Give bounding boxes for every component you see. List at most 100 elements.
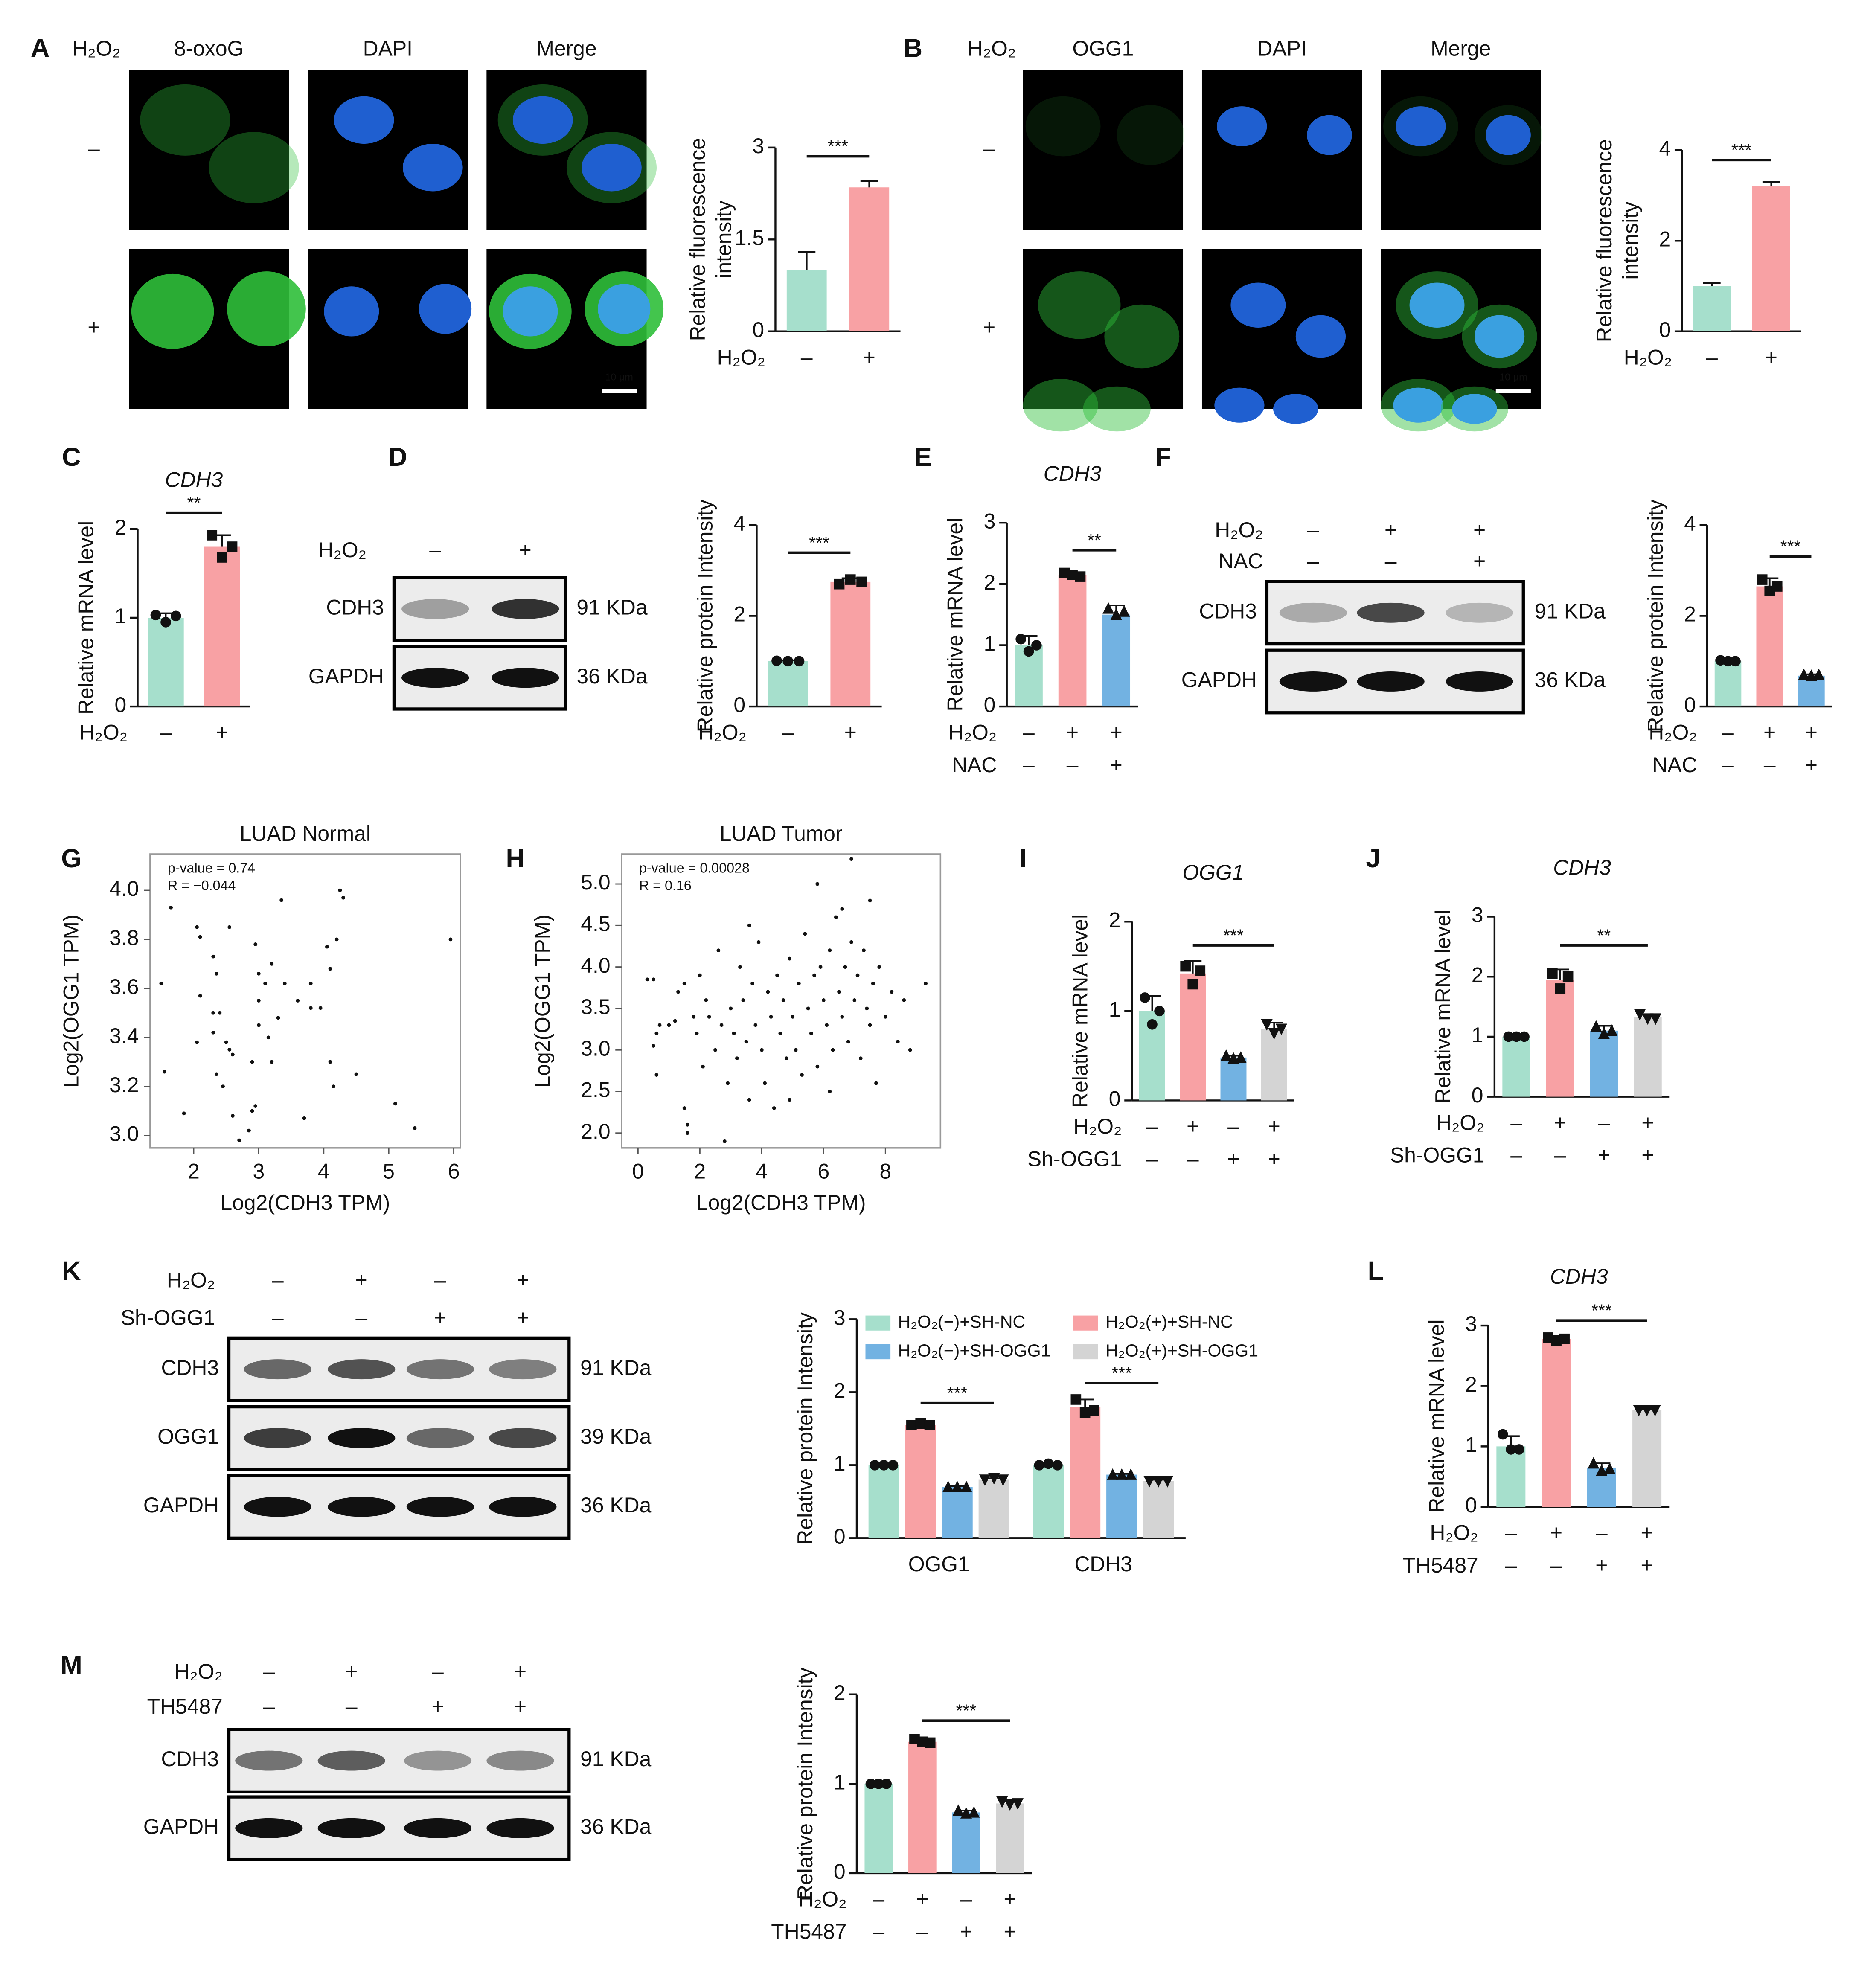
- data-point: [735, 1056, 739, 1061]
- condition-sign: –: [1307, 518, 1319, 542]
- data-point: [218, 1011, 222, 1015]
- data-point: [1511, 1031, 1522, 1042]
- nucleus: [402, 144, 463, 192]
- blot-band: [317, 1750, 385, 1771]
- data-point: [870, 1460, 880, 1471]
- condition-sign: +: [434, 1306, 446, 1330]
- data-point: [354, 1072, 358, 1076]
- x-tick-label: CDH3: [1074, 1552, 1132, 1576]
- data-point: [763, 1081, 767, 1085]
- significance-label: ***: [1731, 140, 1752, 160]
- data-point: [1031, 640, 1042, 651]
- protein-label: OGG1: [157, 1424, 219, 1448]
- data-point: [1642, 1013, 1654, 1025]
- condition-label: –: [983, 137, 995, 160]
- data-point: [951, 1480, 963, 1492]
- condition-sign: +: [1268, 1114, 1280, 1138]
- condition-sign: +: [916, 1887, 928, 1911]
- y-tick-label: 3.2: [109, 1073, 139, 1097]
- nucleus: [1273, 394, 1318, 424]
- significance-label: ***: [947, 1383, 968, 1403]
- condition-sign: –: [1596, 1521, 1608, 1545]
- data-point: [1152, 1476, 1164, 1488]
- y-tick-label: 2: [733, 602, 745, 626]
- nucleus: [598, 284, 651, 334]
- data-point: [338, 888, 342, 892]
- significance-label: ***: [1111, 1363, 1132, 1383]
- condition-sign: +: [517, 1306, 529, 1330]
- data-point: [1075, 571, 1086, 582]
- data-point: [806, 1006, 810, 1011]
- error-bar: [798, 251, 816, 270]
- y-tick-label: 4.0: [581, 953, 610, 977]
- data-point: [1559, 1333, 1570, 1344]
- data-point: [908, 1048, 912, 1052]
- data-point: [231, 1052, 235, 1057]
- protein-label: GAPDH: [143, 1815, 219, 1839]
- condition-sign: +: [1554, 1110, 1566, 1134]
- green-signal: [1083, 386, 1151, 432]
- data-point: [775, 973, 779, 977]
- condition-sign: +: [355, 1268, 368, 1292]
- panel-letter: J: [1366, 844, 1380, 873]
- x-axis-label: Log2(CDH3 TPM): [220, 1191, 390, 1215]
- data-point: [211, 1030, 215, 1035]
- micrograph-panel: H₂O₂ 8-oxoG DAPI Merge – +10 μm: [72, 36, 664, 409]
- data-point: [1012, 1798, 1024, 1810]
- bar: [204, 546, 240, 707]
- data-point: [1598, 1027, 1610, 1039]
- data-point: [788, 956, 791, 961]
- condition-name: H₂O₂: [167, 1268, 215, 1292]
- chart: LUAD Tumor 0 2 4 6 8 2.0 2.5 3.0 3.5 4.0 4.5 5.0 Log2…: [530, 822, 942, 1215]
- data-point: [256, 999, 261, 1003]
- bar: [1102, 614, 1131, 707]
- panel-letter: L: [1368, 1256, 1384, 1286]
- size-label: 36 KDa: [576, 664, 647, 688]
- data-point: [871, 982, 875, 985]
- data-point: [279, 898, 284, 902]
- data-point: [198, 994, 202, 998]
- data-point: [657, 1023, 662, 1027]
- condition-name: H₂O₂: [1649, 721, 1697, 744]
- legend-swatch: [1073, 1344, 1098, 1360]
- data-point: [778, 1031, 782, 1035]
- data-point: [1180, 961, 1191, 972]
- legend-swatch: [1073, 1315, 1098, 1331]
- data-point: [877, 965, 881, 969]
- blot-band: [1446, 671, 1513, 692]
- data-point: [393, 1102, 397, 1106]
- data-point: [1195, 965, 1206, 976]
- chart: 0 1.5 3 Relative fluorescence intensity H₂O₂ –…: [686, 134, 901, 369]
- condition-sign: –: [434, 1268, 446, 1292]
- data-point: [815, 882, 820, 886]
- data-point: [296, 999, 300, 1003]
- condition-sign: –: [1146, 1147, 1158, 1171]
- data-point: [1261, 1019, 1273, 1031]
- legend-swatch: [865, 1315, 891, 1331]
- data-point: [744, 1040, 748, 1044]
- channel-label: DAPI: [1257, 36, 1306, 60]
- data-point: [159, 981, 163, 985]
- data-point: [809, 1031, 813, 1035]
- significance-label: ***: [1591, 1301, 1612, 1320]
- annotation: p-value = 0.00028: [639, 860, 750, 876]
- data-point: [979, 1474, 991, 1486]
- bar: [1752, 186, 1790, 331]
- x-tick-label: 4: [318, 1160, 330, 1183]
- data-point: [887, 1460, 899, 1471]
- panel-letter: B: [904, 34, 922, 63]
- size-label: 91 KDa: [1535, 599, 1606, 623]
- blot-band: [406, 1428, 474, 1448]
- condition-sign: +: [960, 1920, 972, 1944]
- data-point: [654, 1073, 659, 1077]
- condition-sign: –: [1706, 345, 1718, 369]
- condition-name: H₂O₂: [174, 1660, 222, 1683]
- data-point: [698, 973, 702, 977]
- condition-sign: –: [1067, 753, 1079, 777]
- condition-sign: +: [514, 1660, 526, 1683]
- condition-sign: +: [844, 721, 857, 744]
- data-point: [716, 948, 721, 953]
- chart: 0 1 2 3 Relative mRNA level CDH3 H₂O₂ – + + NAC – – +…: [943, 462, 1138, 777]
- data-point: [682, 1106, 686, 1110]
- data-point: [834, 915, 838, 919]
